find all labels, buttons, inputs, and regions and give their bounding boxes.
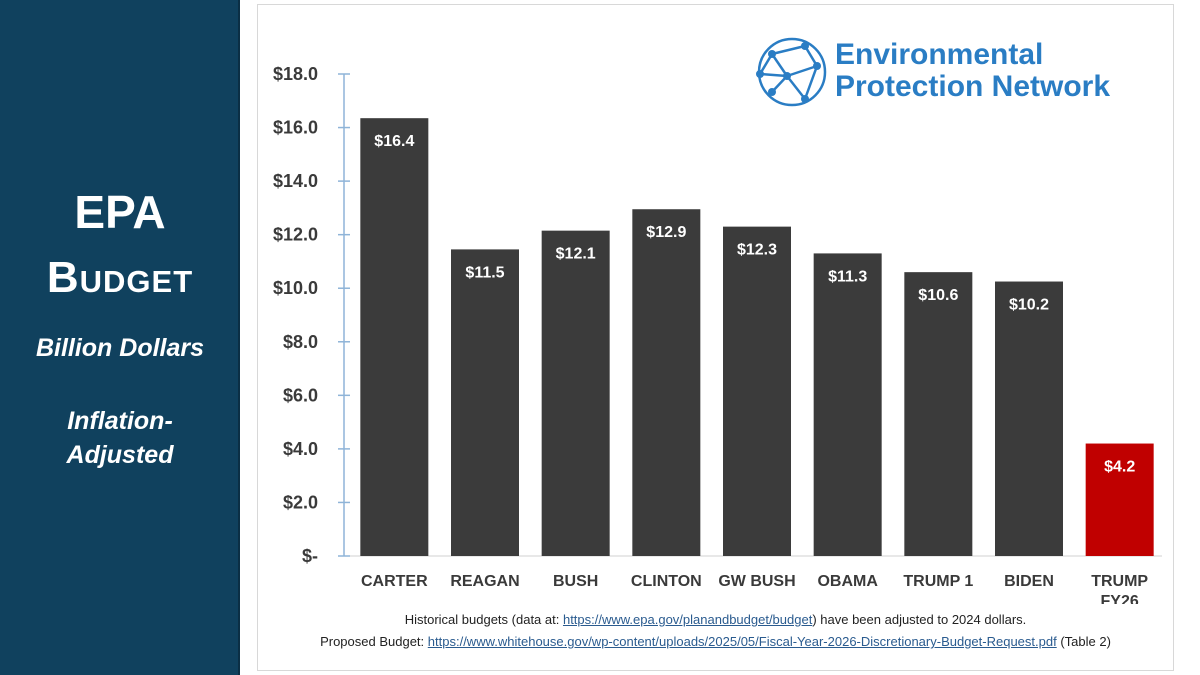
footnote-line1-pre: Historical budgets (data at: bbox=[404, 612, 563, 627]
sidebar-note-line2: Adjusted bbox=[66, 441, 174, 469]
x-tick-label: OBAMA bbox=[817, 573, 878, 590]
sidebar-title-line1: EPA bbox=[74, 186, 166, 238]
data-label: $10.2 bbox=[1009, 297, 1049, 314]
sidebar-title-line2: Budget bbox=[46, 253, 194, 302]
y-tick-label: $14.0 bbox=[273, 171, 318, 191]
x-tick-label: TRUMP 1 bbox=[903, 573, 973, 590]
bar bbox=[813, 253, 882, 556]
x-tick-label: BUSH bbox=[553, 573, 598, 590]
y-tick-label: $6.0 bbox=[283, 385, 318, 405]
data-label: $12.3 bbox=[737, 242, 777, 259]
data-label: $16.4 bbox=[374, 133, 414, 150]
y-tick-label: $12.0 bbox=[273, 225, 318, 245]
bar bbox=[723, 226, 791, 556]
bar bbox=[904, 272, 973, 556]
y-tick-label: $16.0 bbox=[273, 118, 318, 138]
x-tick-label: BIDEN bbox=[1004, 573, 1054, 590]
x-tick-label: REAGAN bbox=[450, 573, 519, 590]
data-label: $12.1 bbox=[556, 246, 596, 263]
x-tick-label: GW BUSH bbox=[718, 573, 795, 590]
footnote-line1: Historical budgets (data at: https://www… bbox=[257, 612, 1174, 627]
y-tick-label: $- bbox=[302, 546, 318, 566]
bar bbox=[541, 230, 610, 556]
sidebar: EPA Budget Billion Dollars Inflation- Ad… bbox=[0, 0, 240, 675]
data-label: $4.2 bbox=[1104, 459, 1135, 476]
data-label: $11.5 bbox=[465, 264, 504, 281]
x-tick-label: CLINTON bbox=[631, 573, 702, 590]
footnote-whitehouse-link[interactable]: https://www.whitehouse.gov/wp-content/up… bbox=[427, 634, 1057, 649]
sidebar-note-line1: Inflation- bbox=[67, 407, 173, 435]
bar-chart: Environmental Protection Network $- $2.0 $… bbox=[273, 37, 1162, 604]
globe-network-icon bbox=[756, 37, 827, 107]
sidebar-subtitle: Billion Dollars bbox=[35, 334, 205, 362]
logo-line1: Environmental bbox=[835, 38, 1043, 71]
x-tick-label: TRUMP bbox=[1091, 573, 1148, 590]
x-tick-label: CARTER bbox=[361, 573, 428, 590]
data-label: $10.6 bbox=[918, 287, 958, 304]
data-label: $12.9 bbox=[646, 224, 686, 241]
y-tick-label: $18.0 bbox=[273, 64, 318, 84]
y-tick-label: $8.0 bbox=[283, 332, 318, 352]
logo-line2: Protection Network bbox=[835, 70, 1110, 103]
bar bbox=[360, 118, 429, 556]
bar bbox=[1085, 443, 1154, 556]
y-tick-label: $10.0 bbox=[273, 278, 318, 298]
bar bbox=[632, 209, 701, 556]
footnote-line1-post: ) have been adjusted to 2024 dollars. bbox=[812, 612, 1027, 627]
bar bbox=[995, 281, 1063, 556]
x-tick-label: FY26 bbox=[1101, 593, 1139, 604]
data-label: $11.3 bbox=[828, 268, 867, 285]
footnote-line2-pre: Proposed Budget: bbox=[320, 634, 428, 649]
logo: Environmental Protection Network bbox=[756, 37, 1110, 107]
y-tick-label: $2.0 bbox=[283, 492, 318, 512]
y-tick-label: $4.0 bbox=[283, 439, 318, 459]
footnote-line2: Proposed Budget: https://www.whitehouse.… bbox=[257, 634, 1174, 649]
bar bbox=[451, 249, 519, 556]
sidebar-note: Inflation- Adjusted bbox=[10, 404, 230, 472]
footnote-line2-post: (Table 2) bbox=[1056, 634, 1111, 649]
footnote-epa-link[interactable]: https://www.epa.gov/planandbudget/budget bbox=[562, 612, 813, 627]
